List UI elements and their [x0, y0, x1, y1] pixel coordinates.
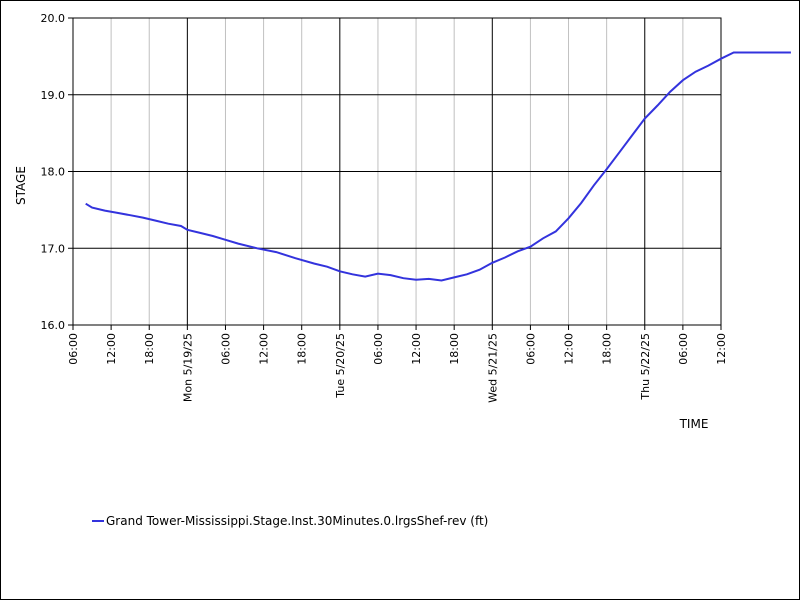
x-tick-label: 18:00 [143, 333, 156, 365]
x-axis-ticks: 06:00 12:00 18:00 Mon 5/19/25 06:00 12:00 18:0… [67, 325, 728, 403]
y-axis-ticks: 16.0 17.0 18.0 19.0 20.0 [41, 12, 73, 332]
x-tick-label: 18:00 [296, 333, 309, 365]
grid [73, 18, 721, 325]
x-axis-title: TIME [679, 417, 709, 431]
x-tick-label: 06:00 [677, 333, 690, 365]
y-tick-label: 19.0 [41, 89, 66, 102]
legend-swatch [92, 520, 104, 522]
y-tick-label: 17.0 [41, 242, 66, 255]
x-tick-label: Wed 5/21/25 [486, 333, 499, 403]
x-tick-label: 06:00 [524, 333, 537, 365]
legend: Grand Tower-Mississippi.Stage.Inst.30Min… [92, 514, 488, 528]
x-tick-label: 18:00 [601, 333, 614, 365]
y-tick-label: 16.0 [41, 319, 66, 332]
x-tick-label: 12:00 [410, 333, 423, 365]
x-tick-label: 06:00 [219, 333, 232, 365]
x-tick-label: Thu 5/22/25 [639, 333, 652, 401]
x-tick-label: 12:00 [563, 333, 576, 365]
x-tick-label: Mon 5/19/25 [181, 333, 194, 402]
y-axis-title: STAGE [14, 166, 28, 205]
x-tick-label: 18:00 [448, 333, 461, 365]
x-tick-label: 12:00 [105, 333, 118, 365]
series-line [85, 51, 791, 282]
x-tick-label: 12:00 [258, 333, 271, 365]
x-tick-label: Tue 5/20/25 [334, 333, 347, 399]
y-tick-label: 18.0 [41, 166, 66, 179]
y-tick-label: 20.0 [41, 12, 66, 25]
x-tick-label: 12:00 [715, 333, 728, 365]
x-tick-label: 06:00 [372, 333, 385, 365]
x-tick-label: 06:00 [67, 333, 80, 365]
legend-label: Grand Tower-Mississippi.Stage.Inst.30Min… [106, 514, 489, 528]
